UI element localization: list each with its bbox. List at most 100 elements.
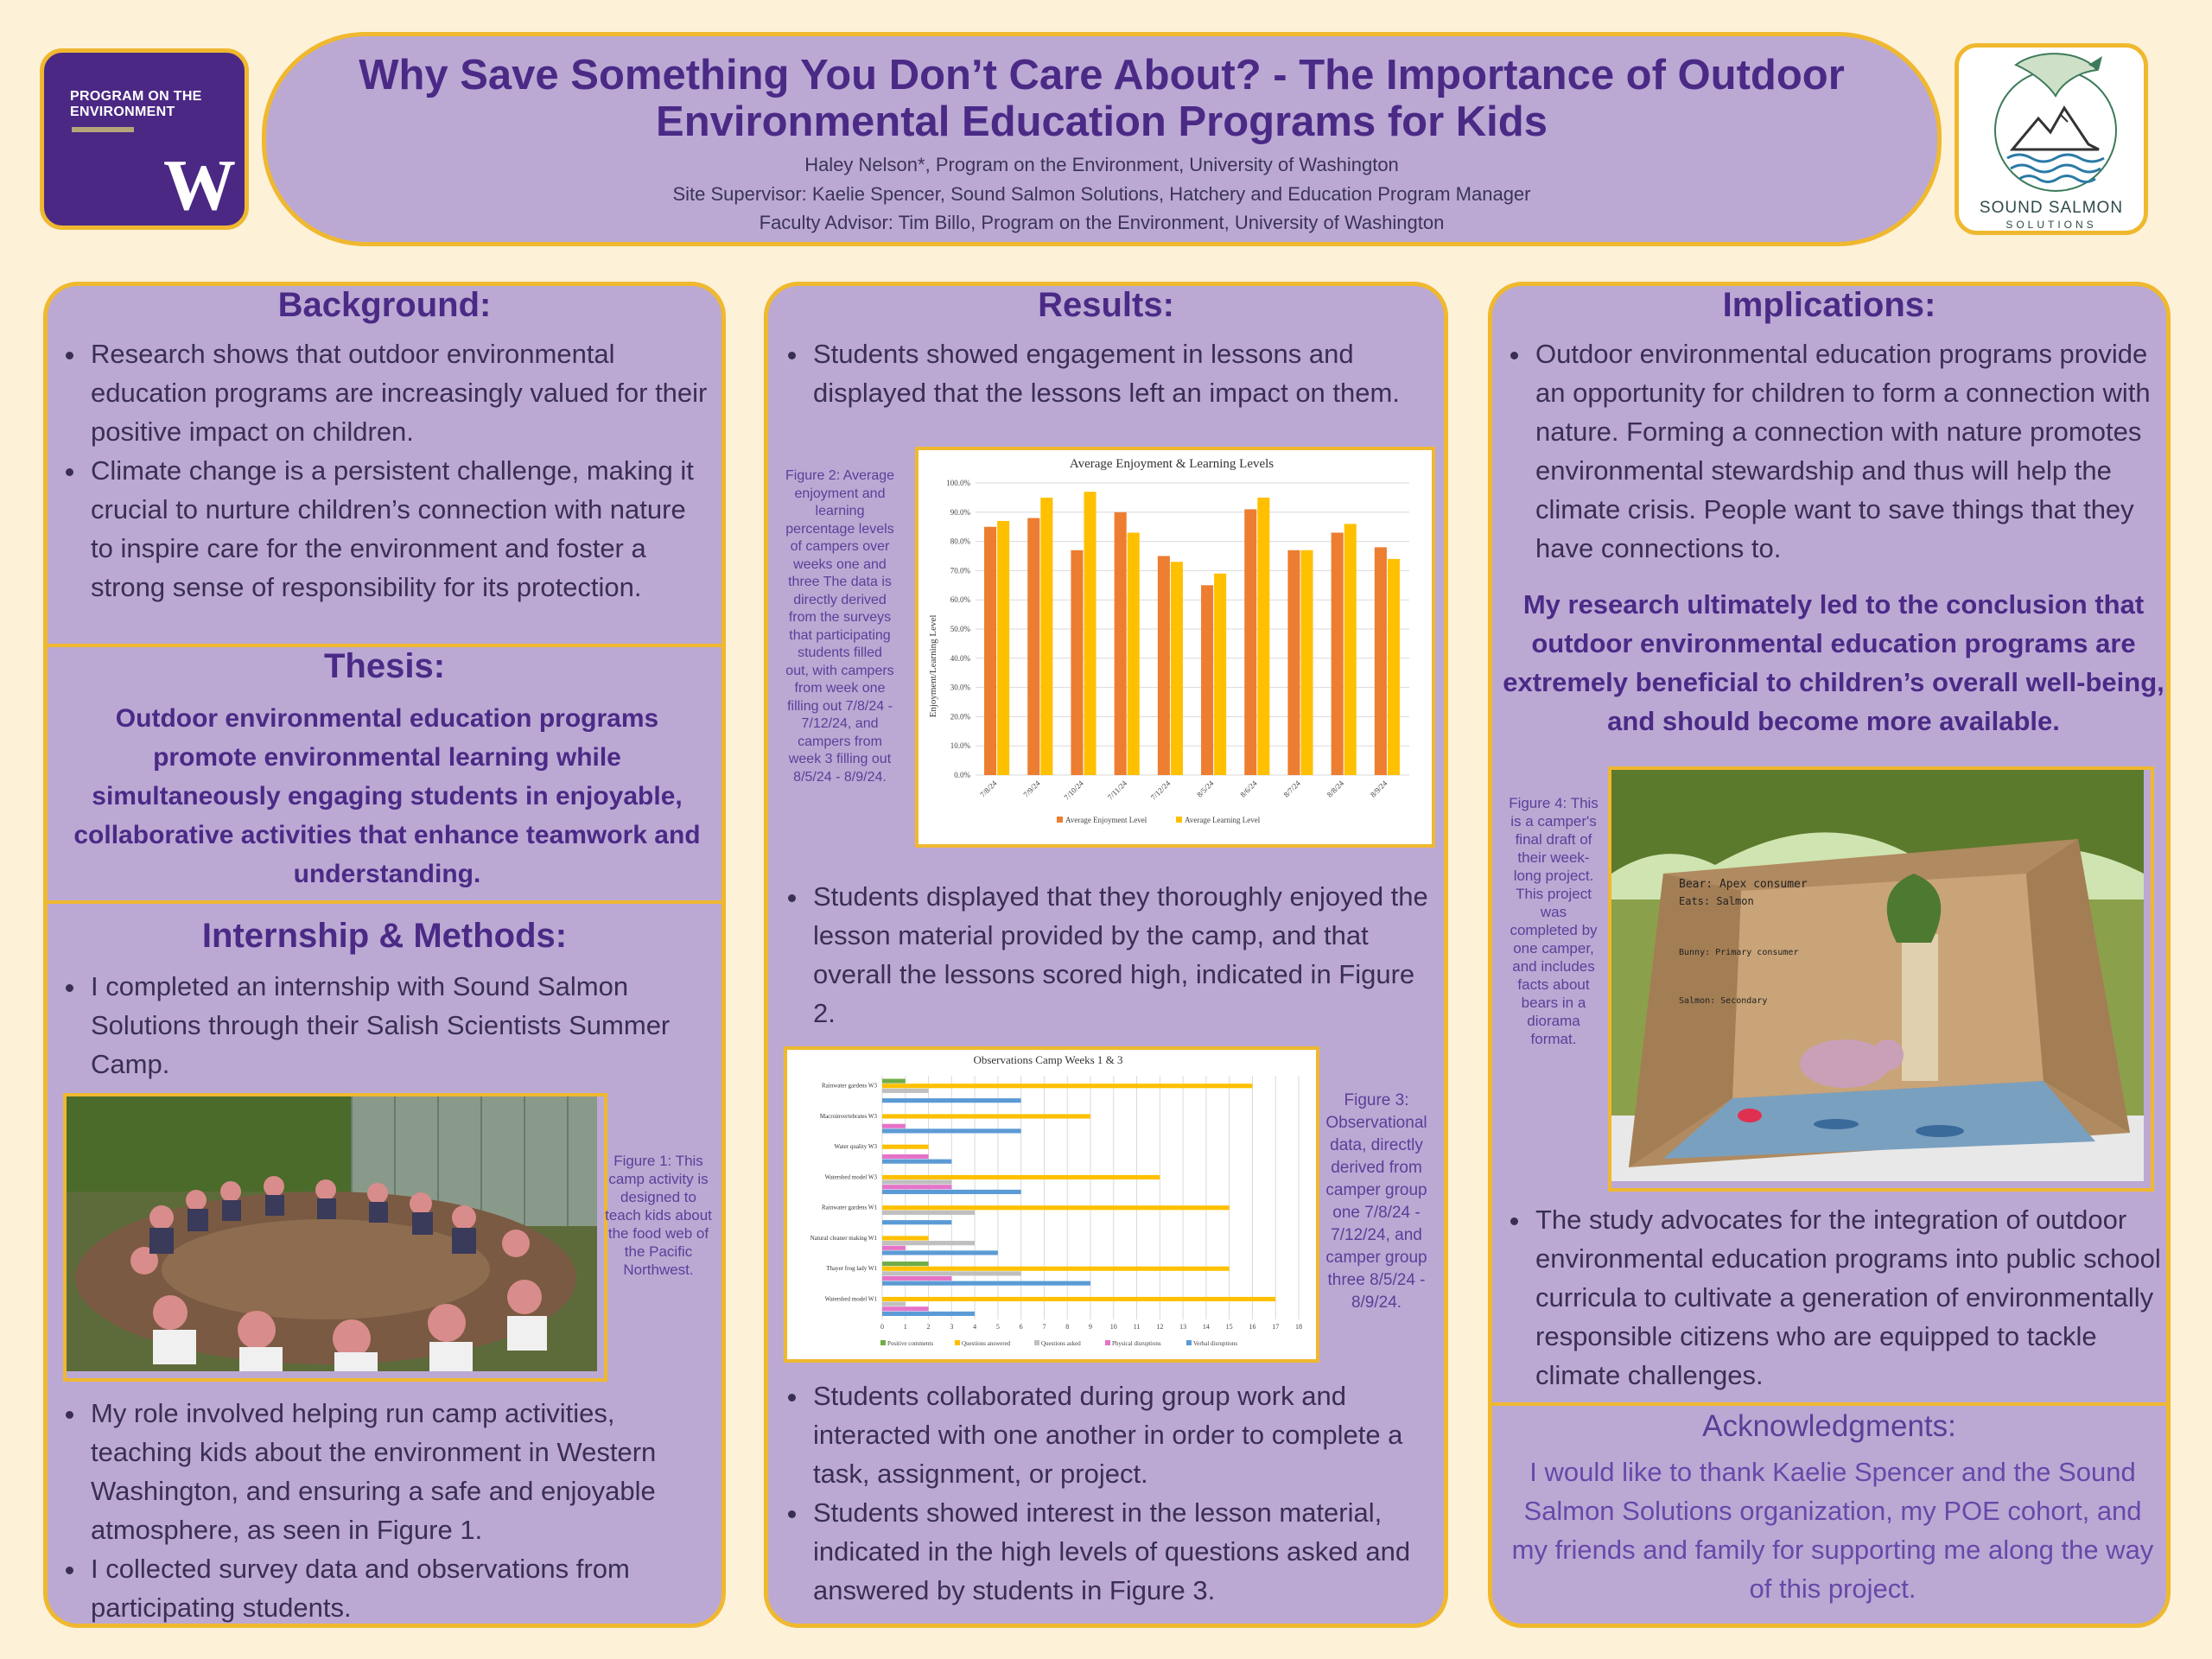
x-tick-label: 8/8/24 — [1325, 779, 1346, 799]
bar — [882, 1189, 1021, 1194]
bar-learning — [1344, 524, 1357, 775]
advisor-line: Faculty Advisor: Tim Billo, Program on t… — [759, 212, 1445, 233]
x-tick-label: 3 — [950, 1323, 953, 1331]
results-bullet: Students displayed that they thoroughly … — [810, 877, 1444, 1033]
bar — [882, 1154, 929, 1160]
legend-label: Average Enjoyment Level — [1065, 816, 1147, 824]
campers-circle-image — [67, 1096, 597, 1371]
x-tick-label: 12 — [1156, 1323, 1163, 1331]
uw-logo: PROGRAM ON THE ENVIRONMENT W — [40, 48, 249, 230]
chart-legend: Positive comments Questions answered Quest… — [880, 1340, 1237, 1347]
acknowledgments-text: I would like to thank Kaelie Spencer and… — [1511, 1457, 2154, 1604]
right-column: Implications: Outdoor environmental educ… — [1488, 282, 2171, 1628]
diorama-label: Eats: Salmon — [1679, 895, 1754, 907]
chart-title: Observations Camp Weeks 1 & 3 — [973, 1053, 1122, 1066]
figure4-photo: Bear: Apex consumer Eats: Salmon Bunny: … — [1608, 766, 2154, 1192]
bar — [882, 1301, 906, 1306]
legend-swatch — [1105, 1340, 1110, 1345]
y-tick-label: 50.0% — [950, 625, 971, 633]
background-bullets: Research shows that outdoor environmenta… — [65, 334, 713, 607]
bar — [882, 1205, 1230, 1211]
y-tick-label: Rainwater gardens W1 — [822, 1205, 878, 1211]
bar — [882, 1262, 929, 1267]
figure2-caption: Figure 2: Average enjoyment and learning… — [785, 468, 895, 785]
conclusion-text: My research ultimately led to the conclu… — [1503, 589, 2164, 736]
legend-label: Questions answered — [962, 1340, 1011, 1347]
diorama-label: Bunny: Primary consumer — [1679, 948, 1798, 957]
figure1-photo — [63, 1093, 607, 1382]
legend-swatch — [1186, 1340, 1192, 1345]
bar — [882, 1311, 976, 1316]
methods-heading: Internship & Methods: — [201, 917, 568, 955]
chart-y-label: Enjoyment/Learning Level — [928, 615, 938, 718]
x-tick-label: 1 — [904, 1323, 907, 1331]
bar — [882, 1123, 906, 1128]
uw-logo-text: PROGRAM ON THE ENVIRONMENT — [70, 89, 202, 119]
bar — [882, 1281, 1090, 1286]
section-divider — [1492, 1402, 2166, 1406]
x-tick-label: 7 — [1042, 1323, 1046, 1331]
background-bullet: Research shows that outdoor environmenta… — [87, 334, 713, 451]
x-tick-label: 7/10/24 — [1062, 779, 1085, 802]
legend-label: Average Learning Level — [1185, 816, 1261, 824]
bar — [882, 1266, 1230, 1271]
figure3-caption: Figure 3: Observational data, directly d… — [1325, 1091, 1427, 1312]
thesis-text: Outdoor environmental education programs… — [73, 704, 701, 888]
y-tick-label: 20.0% — [950, 712, 971, 721]
legend-swatch — [1176, 817, 1182, 823]
salmon-mountain-icon — [1994, 53, 2117, 192]
y-tick-label: 30.0% — [950, 683, 971, 692]
supervisor-line: Site Supervisor: Kaelie Spencer, Sound S… — [672, 183, 1531, 205]
y-tick-label: 90.0% — [950, 508, 971, 517]
bar-learning — [1214, 573, 1227, 775]
chart-title: Average Enjoyment & Learning Levels — [1070, 457, 1274, 471]
bar-enjoyment — [1374, 547, 1387, 775]
bar — [882, 1144, 929, 1149]
bar-learning — [1040, 497, 1053, 775]
implications-bullet-1: Outdoor environmental education programs… — [1510, 334, 2171, 568]
y-tick-label: Natural cleaner making W1 — [810, 1235, 878, 1242]
methods-bullet: My role involved helping run camp activi… — [87, 1394, 713, 1549]
bar — [882, 1250, 998, 1255]
bar-learning — [1257, 497, 1270, 775]
x-tick-label: 7/12/24 — [1149, 779, 1173, 802]
chart-bars — [984, 492, 1400, 775]
left-column: Background: Research shows that outdoor … — [43, 282, 726, 1628]
x-tick-label: 13 — [1179, 1323, 1186, 1331]
background-heading: Background: — [277, 286, 492, 324]
x-tick-label: 17 — [1272, 1323, 1279, 1331]
bar-learning — [1127, 532, 1140, 775]
legend-swatch — [1057, 817, 1063, 823]
implications-heading: Implications: — [1722, 286, 1936, 324]
bar-enjoyment — [1287, 550, 1300, 775]
bar-learning — [997, 520, 1010, 775]
bar — [882, 1128, 1021, 1134]
section-divider — [48, 644, 721, 647]
x-tick-label: 7/8/24 — [978, 779, 999, 799]
bar — [882, 1174, 1160, 1180]
uw-logo-bar — [72, 127, 134, 132]
bar — [882, 1088, 929, 1093]
y-tick-label: 10.0% — [950, 741, 971, 750]
middle-column: Results: Students showed engagement in l… — [764, 282, 1448, 1628]
uw-logo-w: W — [163, 145, 236, 226]
thesis-heading: Thesis: — [323, 647, 446, 685]
bar-learning — [1084, 492, 1096, 775]
bar-enjoyment — [1157, 556, 1170, 775]
bar-enjoyment — [1027, 518, 1040, 775]
y-tick-label: Water quality W3 — [835, 1143, 878, 1150]
diorama-image: Bear: Apex consumer Eats: Salmon Bunny: … — [1611, 770, 2144, 1181]
bar — [882, 1275, 952, 1281]
bar — [882, 1179, 952, 1185]
x-tick-label: 4 — [973, 1323, 976, 1331]
implications-bullet-2: The study advocates for the integration … — [1510, 1200, 2171, 1395]
bar — [882, 1241, 976, 1246]
enjoyment-learning-chart-svg: Average Enjoyment & Learning Levels Enjo… — [928, 457, 1409, 824]
diorama-label: Salmon: Secondary — [1679, 996, 1767, 1006]
x-tick-label: 2 — [927, 1323, 931, 1331]
methods-bullet-1: I completed an internship with Sound Sal… — [65, 967, 713, 1084]
figure1-caption: Figure 1: This camp activity is designed… — [605, 1153, 712, 1278]
x-tick-label: 9 — [1089, 1323, 1092, 1331]
